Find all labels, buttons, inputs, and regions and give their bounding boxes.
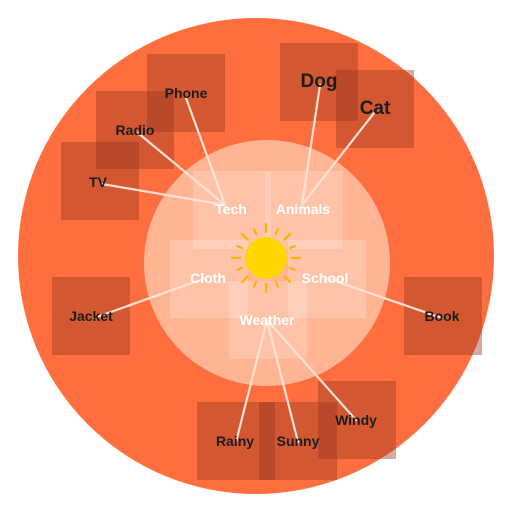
link-animals-dog bbox=[300, 83, 322, 207]
word-sunny[interactable]: Sunny bbox=[276, 433, 320, 449]
sun-ray bbox=[274, 228, 279, 236]
word-tv[interactable]: TV bbox=[89, 174, 107, 190]
sun-ray bbox=[240, 232, 249, 241]
word-windy[interactable]: Windy bbox=[335, 412, 377, 428]
word-tile-jacket bbox=[52, 277, 130, 355]
word-radio[interactable]: Radio bbox=[115, 122, 155, 138]
category-cloth[interactable]: Cloth bbox=[190, 270, 226, 286]
link-weather-rainy bbox=[234, 318, 269, 444]
word-phone[interactable]: Phone bbox=[164, 85, 208, 101]
word-tile-cat bbox=[336, 70, 414, 148]
category-tile-animals bbox=[265, 171, 343, 249]
word-tile-radio bbox=[96, 91, 174, 169]
category-animals[interactable]: Animals bbox=[275, 201, 331, 217]
category-tech[interactable]: Tech bbox=[215, 201, 247, 217]
category-weather[interactable]: Weather bbox=[239, 312, 295, 328]
sun-ray bbox=[240, 275, 249, 284]
word-tile-phone bbox=[147, 54, 225, 132]
sun-ray bbox=[236, 245, 244, 250]
sun-icon bbox=[229, 221, 303, 295]
sun-ray bbox=[253, 228, 258, 236]
category-tile-cloth bbox=[170, 240, 248, 318]
word-tile-book bbox=[404, 277, 482, 355]
link-school-book bbox=[324, 276, 444, 320]
word-tile-tv bbox=[61, 142, 139, 220]
word-jacket[interactable]: Jacket bbox=[69, 308, 113, 324]
category-tile-tech bbox=[193, 171, 271, 249]
sun-ray bbox=[236, 266, 244, 271]
sun-ray bbox=[283, 232, 292, 241]
link-tech-phone bbox=[184, 96, 227, 207]
sun-ray bbox=[283, 275, 292, 284]
sun-ray bbox=[253, 280, 258, 288]
link-weather-windy bbox=[265, 318, 358, 422]
word-book[interactable]: Book bbox=[424, 308, 460, 324]
link-tech-radio bbox=[136, 131, 227, 207]
word-rainy[interactable]: Rainy bbox=[215, 433, 255, 449]
link-cloth-jacket bbox=[92, 276, 208, 320]
link-animals-cat bbox=[300, 111, 376, 207]
sun-ray bbox=[288, 245, 296, 250]
link-weather-sunny bbox=[265, 318, 300, 444]
word-cat[interactable]: Cat bbox=[359, 98, 391, 119]
link-tech-tv bbox=[100, 182, 227, 207]
word-dog[interactable]: Dog bbox=[300, 71, 338, 92]
category-school[interactable]: School bbox=[301, 270, 349, 286]
word-tile-dog bbox=[280, 43, 358, 121]
sun-ray bbox=[288, 266, 296, 271]
sun-ray bbox=[274, 280, 279, 288]
